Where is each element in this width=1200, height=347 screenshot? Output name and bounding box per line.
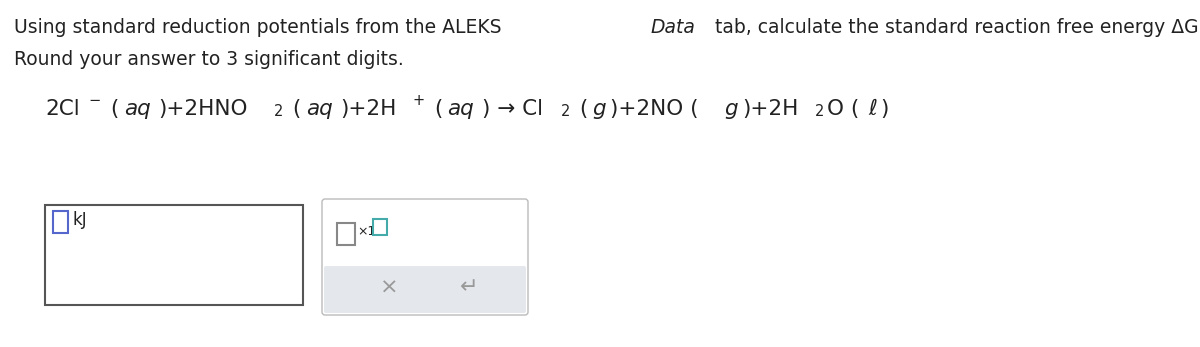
Text: g: g: [725, 99, 738, 119]
Text: aq: aq: [448, 99, 474, 119]
Text: )+2H: )+2H: [742, 99, 798, 119]
Bar: [337, 223, 355, 245]
Text: Round your answer to 3 significant digits.: Round your answer to 3 significant digit…: [14, 50, 403, 69]
Text: ×: ×: [379, 277, 398, 297]
Text: ) → Cl: ) → Cl: [482, 99, 544, 119]
FancyBboxPatch shape: [322, 199, 528, 315]
Text: 2: 2: [815, 104, 824, 119]
Text: 2Cl: 2Cl: [46, 99, 79, 119]
Text: )+2HNO: )+2HNO: [158, 99, 248, 119]
Text: )+2H: )+2H: [341, 99, 397, 119]
Text: ×10: ×10: [358, 225, 383, 238]
Text: (: (: [572, 99, 588, 119]
Text: +: +: [412, 93, 425, 108]
Text: )+2NO (: )+2NO (: [610, 99, 698, 119]
Bar: [373, 219, 386, 235]
Text: kJ: kJ: [73, 211, 88, 229]
Text: 2: 2: [274, 104, 283, 119]
Text: tab, calculate the standard reaction free energy ΔG: tab, calculate the standard reaction fre…: [709, 18, 1199, 37]
Text: ℓ: ℓ: [869, 99, 877, 119]
Bar: [46, 205, 302, 305]
FancyBboxPatch shape: [324, 266, 526, 313]
Text: aq: aq: [124, 99, 151, 119]
Text: (: (: [104, 99, 120, 119]
Text: O (: O (: [827, 99, 859, 119]
Text: ): ): [880, 99, 888, 119]
Text: g: g: [593, 99, 606, 119]
Text: −: −: [89, 93, 101, 108]
Text: (: (: [287, 99, 301, 119]
Bar: [53, 211, 68, 233]
Text: 2: 2: [560, 104, 570, 119]
Text: Using standard reduction potentials from the ALEKS: Using standard reduction potentials from…: [14, 18, 508, 37]
Text: aq: aq: [306, 99, 332, 119]
Text: Data: Data: [650, 18, 696, 37]
Text: (: (: [428, 99, 443, 119]
Text: ↵: ↵: [460, 277, 479, 297]
